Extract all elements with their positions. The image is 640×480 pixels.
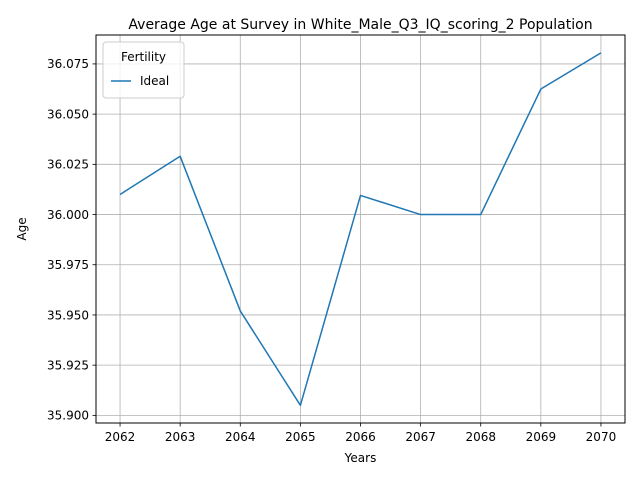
legend-box (102, 41, 185, 99)
y-tick-label: 35.950 (47, 308, 89, 322)
x-tick-label: 2070 (586, 430, 617, 444)
series-layer (119, 52, 602, 407)
y-tick-label: 36.000 (47, 208, 89, 222)
y-tick-label: 35.975 (47, 258, 89, 272)
y-tick-label: 36.075 (47, 57, 89, 71)
x-tick-label: 2064 (225, 430, 256, 444)
x-tick-label: 2069 (526, 430, 557, 444)
y-axis-label: Age (15, 217, 29, 240)
x-tick-label: 2065 (285, 430, 316, 444)
legend-label-ideal: Ideal (140, 74, 169, 88)
legend-title: Fertility (121, 50, 166, 64)
series-line-ideal (119, 52, 602, 407)
x-axis-label: Years (344, 451, 377, 465)
x-tick-label: 2068 (465, 430, 496, 444)
legend: Fertility Ideal (102, 41, 185, 99)
grid (96, 35, 625, 423)
x-tick-label: 2066 (345, 430, 376, 444)
y-axis-ticks: 35.900 35.925 35.950 35.975 36.000 36.025 36.0… (47, 57, 96, 423)
y-tick-label: 36.025 (47, 158, 89, 172)
x-tick-label: 2067 (405, 430, 436, 444)
chart-title: Average Age at Survey in White_Male_Q3_I… (128, 17, 592, 33)
x-axis-ticks: 2062 2063 2064 2065 2066 2067 2068 2069 2070 (105, 423, 616, 444)
y-tick-label: 35.900 (47, 409, 89, 423)
x-tick-label: 2062 (105, 430, 136, 444)
y-tick-label: 35.925 (47, 358, 89, 372)
x-tick-label: 2063 (165, 430, 196, 444)
y-tick-label: 36.050 (47, 107, 89, 121)
